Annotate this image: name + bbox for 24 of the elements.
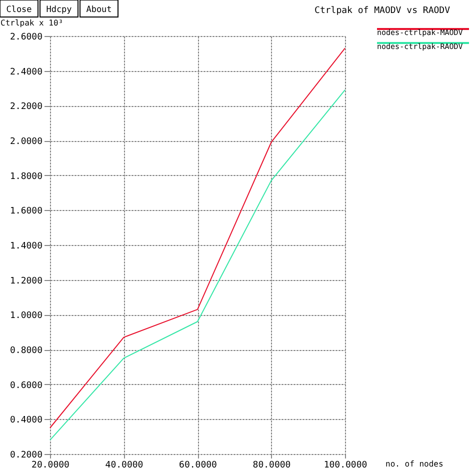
y-tick-label: 2.0000 xyxy=(10,137,42,147)
y-tick-label: 0.4000 xyxy=(10,416,42,426)
y-tick-label: 1.6000 xyxy=(10,206,42,217)
y-tick-label: 0.8000 xyxy=(10,346,42,356)
text: Hdcpy xyxy=(46,5,72,15)
y-tick-label: 2.6000 xyxy=(10,32,42,42)
y-tick-label: 2.2000 xyxy=(10,102,42,112)
y-tick-label: 1.2000 xyxy=(10,276,42,286)
y-tick-label: 2.4000 xyxy=(10,67,42,78)
y-tick-label: 0.2000 xyxy=(10,450,42,460)
text: About xyxy=(86,5,112,15)
x-tick-label: 100.0000 xyxy=(324,460,368,470)
y-tick-label: 1.0000 xyxy=(10,311,42,322)
text: Ctrlpak of MAODV vs RAODV xyxy=(314,6,451,16)
x-tick-label: 80.0000 xyxy=(252,460,291,470)
y-tick-label: 0.6000 xyxy=(10,380,42,391)
text: Close xyxy=(6,5,32,15)
y-tick-label: 1.4000 xyxy=(10,242,42,252)
x-tick-label: 40.0000 xyxy=(105,460,144,470)
x-axis-title: no. of nodes xyxy=(386,460,444,468)
x-tick-label: 20.0000 xyxy=(32,460,70,470)
y-tick-label: 1.8000 xyxy=(10,172,42,182)
y-axis-title: Ctrlpak x 10³ xyxy=(0,18,64,28)
x-tick-label: 60.0000 xyxy=(179,460,217,470)
